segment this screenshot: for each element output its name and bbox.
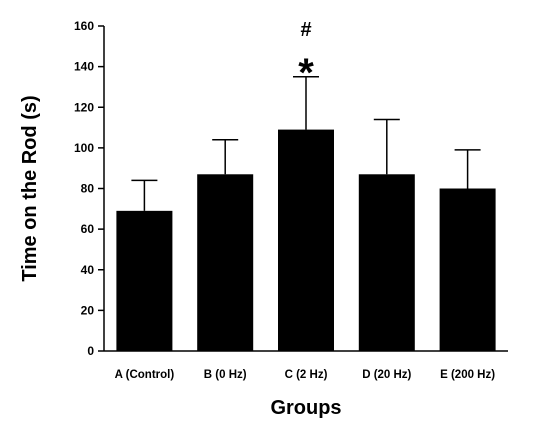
x-axis-tick-labels: A (Control) B (0 Hz) C (2 Hz) D (20 Hz) E (2… [115, 369, 496, 381]
annotations: #* [298, 19, 314, 95]
bar [116, 210, 173, 351]
y-tick-label: 140 [74, 60, 94, 74]
y-tick-label: 80 [81, 182, 95, 196]
x-tick-label: A (Control) [115, 369, 175, 381]
bar [278, 129, 334, 351]
x-tick-label: D (20 Hz) [362, 369, 411, 381]
x-tick-label: C (2 Hz) [285, 369, 328, 381]
significance-star: * [298, 51, 314, 95]
x-tick-label: E (200 Hz) [440, 369, 495, 381]
y-tick-label: 100 [74, 141, 94, 155]
y-tick-label: 40 [81, 263, 95, 277]
y-tick-label: 160 [74, 19, 94, 33]
y-axis-title: Time on the Rod (s) [19, 95, 41, 281]
significance-hash: # [300, 19, 311, 41]
error-bars [131, 76, 481, 211]
bars [116, 129, 496, 351]
y-axis-ticks: 0 20 40 60 80 100 120 140 160 [74, 19, 104, 358]
x-tick-label: B (0 Hz) [204, 369, 247, 381]
y-tick-label: 120 [74, 100, 94, 114]
y-tick-label: 60 [81, 222, 95, 236]
y-tick-label: 20 [81, 303, 95, 317]
bar [197, 174, 254, 351]
bar [358, 174, 415, 351]
y-tick-label: 0 [87, 344, 94, 358]
x-axis-title: Groups [270, 397, 341, 419]
bar [439, 188, 496, 351]
